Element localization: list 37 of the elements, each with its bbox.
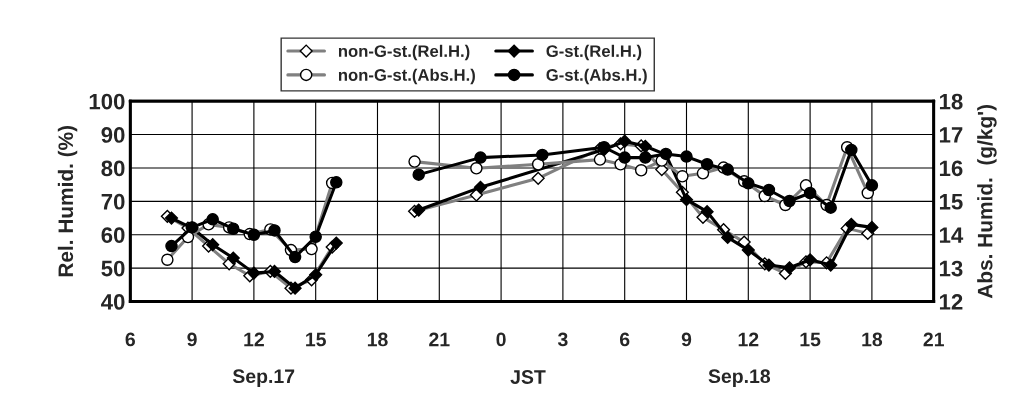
y2-tick-label: 13 bbox=[939, 260, 963, 277]
x-tick-label: 15 bbox=[306, 332, 326, 347]
x-tick-label: 0 bbox=[496, 332, 506, 347]
x-tick-label: 12 bbox=[738, 332, 759, 347]
x-tick-label: 3 bbox=[557, 332, 568, 347]
x-tick-label: 12 bbox=[244, 332, 264, 347]
y-tick-label: 60 bbox=[101, 227, 125, 243]
y-tick-label: 100 bbox=[89, 93, 125, 110]
y2-tick-label: 16 bbox=[939, 160, 963, 177]
y-tick-label: 70 bbox=[101, 193, 125, 210]
legend-label: G-st.(Rel.H.) bbox=[546, 44, 642, 61]
x-tick-label: 6 bbox=[125, 332, 135, 347]
y-tick-label: 80 bbox=[101, 160, 125, 177]
y2-tick-label: 12 bbox=[939, 294, 963, 310]
y-tick-label: 50 bbox=[101, 260, 125, 277]
y2-tick-label: 15 bbox=[939, 194, 963, 210]
x-tick-label: 9 bbox=[187, 332, 197, 347]
x-tick-label: 18 bbox=[367, 332, 388, 347]
y2-tick-label: 17 bbox=[939, 127, 963, 143]
y-tick-label: 40 bbox=[101, 294, 125, 310]
x-tick-label: 21 bbox=[923, 332, 944, 347]
x-tick-label: 6 bbox=[620, 332, 630, 347]
y-tick-label: 90 bbox=[101, 127, 125, 143]
y-axis-title: Rel. Humid. (%) bbox=[57, 125, 78, 277]
legend-label: G-st.(Abs.H.) bbox=[546, 68, 647, 85]
x-tick-label: 18 bbox=[862, 332, 883, 347]
legend-label: non-G-st.(Abs.H.) bbox=[338, 68, 475, 85]
text: Sep.18 bbox=[708, 369, 771, 387]
legend-label: non-G-st.(Rel.H.) bbox=[338, 44, 470, 61]
y2-tick-label: 14 bbox=[939, 227, 964, 243]
x-tick-label: 21 bbox=[429, 332, 450, 347]
x-tick-label: 15 bbox=[800, 332, 821, 347]
y2-axis-title: Abs. Humid. (g/kg') bbox=[977, 104, 997, 299]
x-tick-label: 9 bbox=[681, 332, 692, 347]
y2-tick-label: 18 bbox=[939, 93, 963, 110]
x-axis-title: JST bbox=[510, 370, 546, 384]
text: Sep.17 bbox=[232, 369, 295, 387]
